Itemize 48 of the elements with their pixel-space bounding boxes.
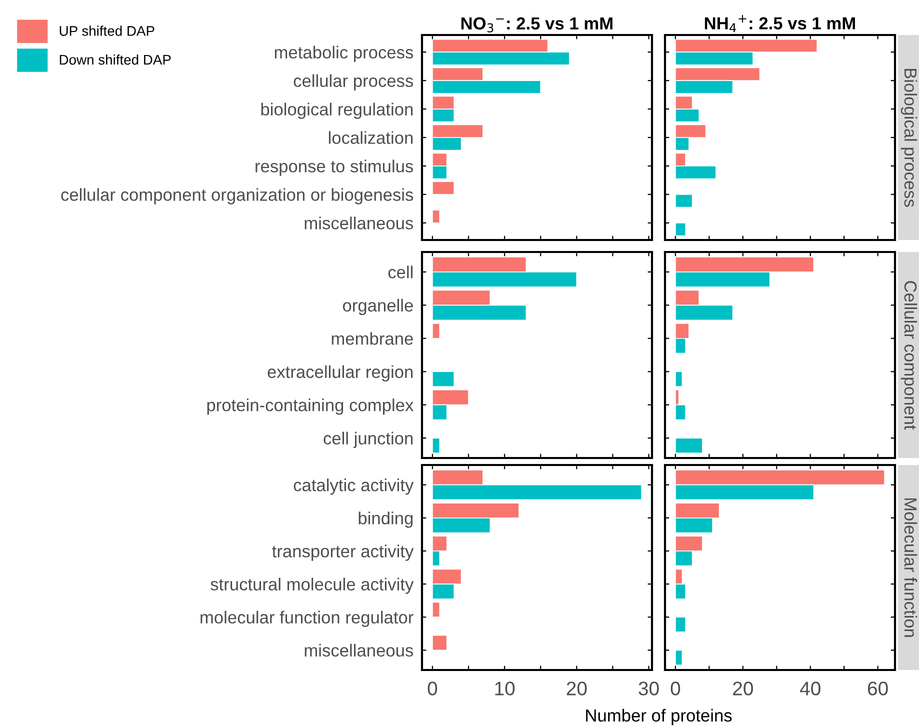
bar (675, 194, 693, 208)
bar (675, 371, 683, 387)
bar (675, 650, 683, 666)
bar (675, 616, 686, 632)
y-tick-label: catalytic activity (294, 478, 414, 495)
legend-label: UP shifted DAP (60, 26, 154, 36)
y-tick-label: cell junction (324, 432, 413, 448)
y2-axis-title: Biological process (900, 68, 918, 207)
x-tick-label: 60 (868, 682, 888, 696)
x-tick-label: 20 (566, 682, 587, 696)
bar (432, 371, 455, 387)
x-tick-label: 0 (428, 682, 438, 696)
y-tick-label: cellular component organization or biogenesis (61, 188, 414, 204)
y-tick-label: structural molecule activity (210, 578, 414, 594)
bar (432, 634, 448, 651)
y-tick-label: organelle (342, 298, 413, 316)
x-tick-label: 10 (495, 682, 515, 696)
bar (432, 602, 440, 618)
y-tick-label: miscellaneous (304, 216, 414, 230)
x-tick-label: 40 (800, 682, 820, 696)
y-tick-label: response to stimulus (256, 160, 414, 176)
y-tick-label: localization (328, 131, 413, 144)
y-tick-label: extracellular region (268, 365, 413, 382)
y-tick-label: biological regulation (261, 102, 413, 119)
y-tick-label: protein-containing complex (207, 398, 414, 415)
y2-axis-title: Cellular component (900, 281, 918, 430)
y2-axis-title: Molecular function (904, 498, 918, 637)
y-tick-label: molecular function regulator (200, 610, 414, 627)
legend-label: Down shifted DAP (60, 54, 171, 65)
x-tick-label: 0 (670, 682, 680, 696)
chart-title: NH$_{4}$$^{+}$: 2.5 vs 1 mM (704, 15, 855, 32)
y-tick-label: metabolic process (274, 46, 414, 62)
y-tick-label: membrane (332, 332, 413, 345)
x-tick-label: 30 (638, 682, 659, 696)
y-tick-label: cell (388, 266, 413, 278)
y-tick-label: miscellaneous (304, 644, 414, 657)
y-tick-label: transporter activity (272, 544, 414, 561)
x-axis-title: Number of proteins (586, 708, 732, 726)
y-tick-label: binding (358, 512, 413, 528)
bar (675, 438, 703, 454)
bar (432, 323, 440, 339)
bar (432, 438, 440, 454)
y-tick-label: cellular process (294, 74, 414, 90)
chart-title: NO$_{3}$$^{−}$: 2.5 vs 1 mM (461, 17, 612, 32)
bar (432, 181, 455, 195)
bar (432, 210, 440, 224)
x-tick-label: 20 (733, 682, 753, 696)
bar (675, 222, 686, 236)
